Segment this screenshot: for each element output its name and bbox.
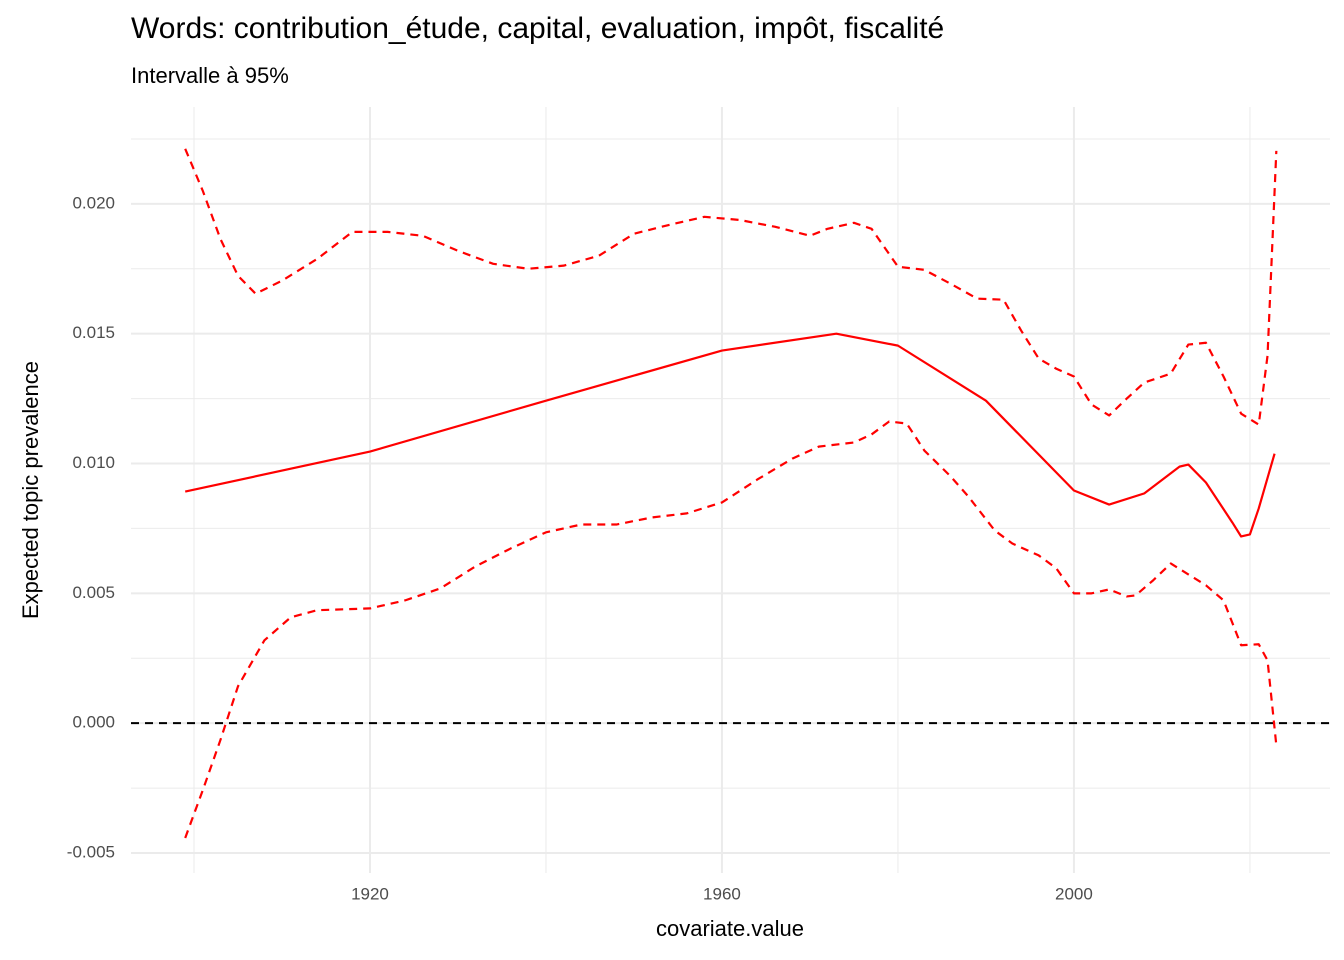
x-axis-title: covariate.value xyxy=(656,916,804,941)
y-tick-label: 0.010 xyxy=(72,453,115,472)
chart-title: Words: contribution_étude, capital, eval… xyxy=(131,12,944,45)
y-tick-label: 0.005 xyxy=(72,583,115,602)
x-tick-label: 2000 xyxy=(1055,884,1093,903)
confidence-line xyxy=(184,420,1278,839)
confidence-line xyxy=(184,148,1278,426)
x-tick-label: 1920 xyxy=(351,884,389,903)
y-tick-label: 0.000 xyxy=(72,713,115,732)
estimate-line xyxy=(184,332,1276,538)
y-tick-label: 0.020 xyxy=(72,193,115,212)
chart-subtitle: Intervalle à 95% xyxy=(131,63,289,88)
y-axis-title: Expected topic prevalence xyxy=(18,361,43,619)
x-tick-label: 1960 xyxy=(703,884,741,903)
y-tick-label: -0.005 xyxy=(67,842,115,861)
y-tick-label: 0.015 xyxy=(72,323,115,342)
